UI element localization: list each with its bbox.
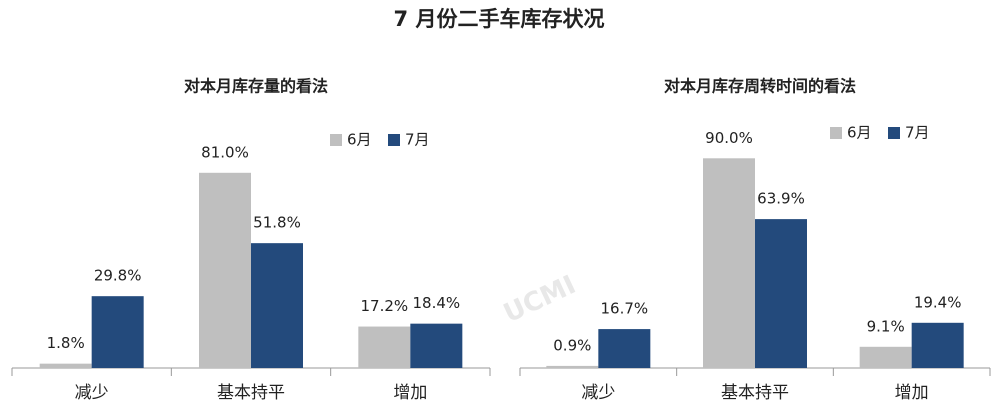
value-label: 1.8% xyxy=(47,334,85,352)
bar xyxy=(410,323,463,368)
value-label: 16.7% xyxy=(601,300,649,318)
x-tick-label: 增加 xyxy=(895,383,929,403)
legend-label: 7月 xyxy=(905,124,930,142)
x-tick-label: 增加 xyxy=(393,383,427,403)
value-label: 0.9% xyxy=(553,336,591,354)
chart-title: 对本月库存周转时间的看法 xyxy=(664,77,856,96)
bar xyxy=(91,296,144,368)
bar xyxy=(251,243,303,368)
value-label: 19.4% xyxy=(914,293,962,311)
value-label: 90.0% xyxy=(705,129,753,147)
page-title: 7 月份二手车库存状况 xyxy=(394,7,605,31)
x-tick-label: 减少 xyxy=(75,383,109,403)
x-tick-label: 基本持平 xyxy=(217,383,285,403)
bar xyxy=(546,365,599,368)
legend-label: 7月 xyxy=(405,131,430,149)
legend-swatch xyxy=(330,134,342,146)
x-tick-label: 基本持平 xyxy=(721,383,789,403)
legend-label: 6月 xyxy=(847,124,872,142)
legend-swatch xyxy=(830,127,842,139)
bar xyxy=(755,219,807,368)
legend-label: 6月 xyxy=(347,131,372,149)
watermark: UCMI xyxy=(499,270,580,329)
value-label: 51.8% xyxy=(253,214,301,232)
value-label: 18.4% xyxy=(413,294,461,312)
value-label: 81.0% xyxy=(201,143,249,161)
value-label: 63.9% xyxy=(757,190,805,208)
chart-title: 对本月库存量的看法 xyxy=(184,77,328,96)
bar xyxy=(598,329,651,368)
legend-swatch xyxy=(888,127,900,139)
bar xyxy=(911,322,964,368)
value-label: 29.8% xyxy=(94,267,142,285)
bar xyxy=(199,172,251,368)
bar xyxy=(859,346,912,368)
bar xyxy=(703,158,755,368)
value-label: 17.2% xyxy=(361,297,409,315)
value-label: 9.1% xyxy=(867,317,905,335)
x-tick-label: 减少 xyxy=(581,383,615,403)
bar xyxy=(39,363,92,368)
bar xyxy=(358,326,411,368)
legend-swatch xyxy=(388,134,400,146)
